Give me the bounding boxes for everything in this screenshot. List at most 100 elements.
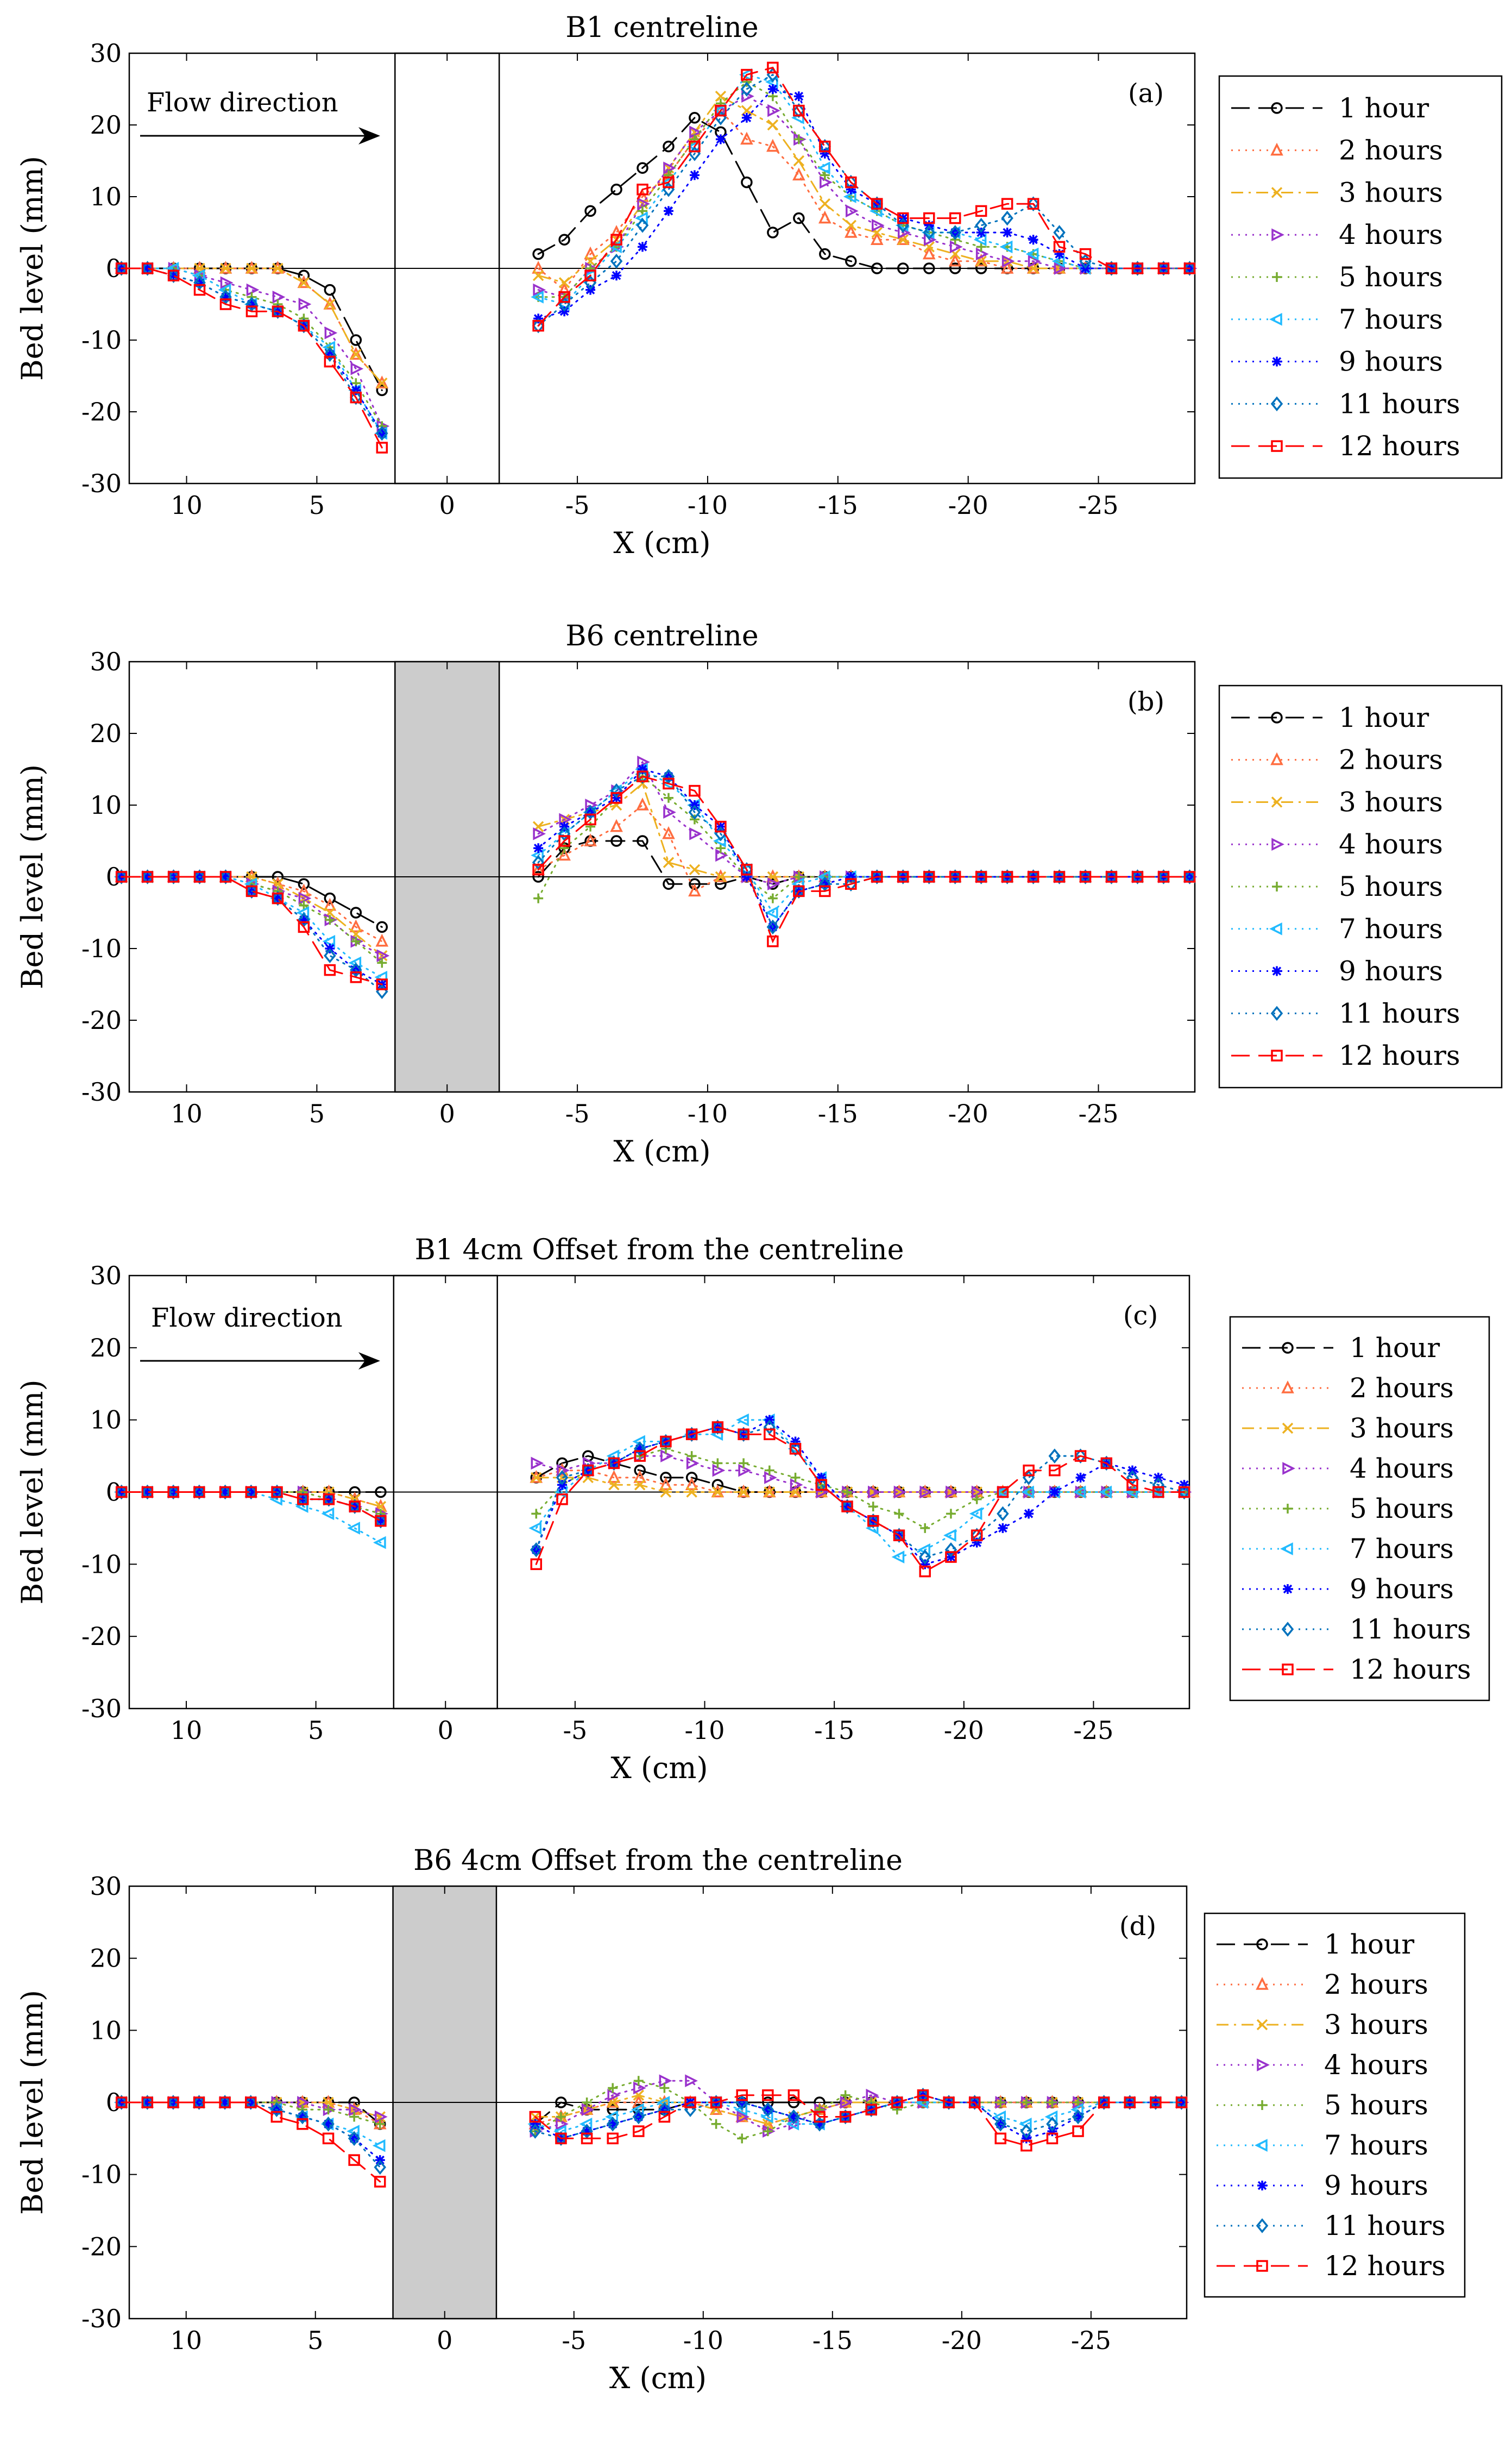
data-point xyxy=(741,176,753,189)
data-point xyxy=(532,261,545,274)
data-point xyxy=(764,1428,776,1440)
data-point xyxy=(740,81,753,97)
data-point xyxy=(633,2076,644,2086)
data-point xyxy=(968,2095,981,2110)
data-point xyxy=(141,262,154,274)
data-point xyxy=(663,176,675,189)
y-tick-label: -10 xyxy=(81,2160,122,2189)
data-point xyxy=(943,1529,956,1542)
data-point xyxy=(610,184,622,196)
data-point xyxy=(763,2126,773,2137)
data-point xyxy=(689,864,701,876)
data-point xyxy=(715,871,727,883)
series-line xyxy=(121,267,383,449)
data-point xyxy=(115,261,128,276)
data-point xyxy=(738,1428,749,1440)
x-tick-label: -20 xyxy=(948,1099,988,1128)
data-point xyxy=(244,2095,257,2110)
data-point xyxy=(897,262,909,274)
data-point xyxy=(142,1487,153,1497)
data-point xyxy=(115,1484,128,1500)
data-point xyxy=(324,326,338,340)
data-point xyxy=(1152,1477,1164,1492)
data-point xyxy=(530,1558,543,1571)
data-point xyxy=(585,263,596,273)
data-point xyxy=(612,271,622,281)
legend-marker xyxy=(1272,966,1282,976)
data-point xyxy=(997,1506,1009,1522)
data-point xyxy=(632,2109,645,2125)
data-point xyxy=(220,2098,230,2107)
data-point xyxy=(528,1522,542,1535)
legend-marker xyxy=(1269,922,1282,935)
data-point xyxy=(663,793,673,803)
data-point xyxy=(868,1502,878,1512)
series-line xyxy=(534,2101,1182,2132)
data-point xyxy=(788,2109,800,2125)
legend-marker xyxy=(1283,1584,1293,1594)
data-point xyxy=(1021,2098,1031,2107)
data-point xyxy=(845,176,857,189)
data-point xyxy=(556,2112,566,2122)
data-point xyxy=(531,1456,544,1470)
data-point xyxy=(168,872,179,882)
data-point xyxy=(350,962,362,978)
x-tick-label: 5 xyxy=(307,2326,323,2355)
x-tick-label: -25 xyxy=(1073,1716,1113,1745)
data-point xyxy=(322,2132,335,2145)
data-point xyxy=(637,184,648,196)
data-point xyxy=(373,1536,386,1549)
data-point xyxy=(659,1477,672,1490)
data-point xyxy=(840,2090,850,2100)
data-point xyxy=(1124,2095,1136,2110)
legend-box xyxy=(1218,75,1503,479)
data-point xyxy=(686,1486,697,1498)
data-point xyxy=(584,805,597,820)
x-tick-label: -10 xyxy=(683,2326,723,2355)
legend-marker xyxy=(1271,102,1283,114)
x-tick-label: 5 xyxy=(308,1716,324,1745)
legend-box xyxy=(1218,685,1503,1089)
data-point xyxy=(608,1479,620,1491)
data-point xyxy=(685,1428,698,1440)
data-point xyxy=(1079,248,1092,260)
data-point xyxy=(193,869,206,884)
y-tick-label: 20 xyxy=(90,1944,122,1973)
data-point xyxy=(558,835,570,847)
data-point xyxy=(975,871,987,883)
data-point xyxy=(1053,869,1066,884)
data-point xyxy=(324,284,336,296)
data-point xyxy=(975,262,987,274)
legend-label: 5 hours xyxy=(1339,871,1443,902)
legend-marker xyxy=(1256,2218,1269,2233)
data-point xyxy=(689,134,700,145)
data-point xyxy=(556,1470,569,1485)
y-tick-label: 10 xyxy=(90,790,122,820)
data-point xyxy=(608,2119,618,2129)
series-line xyxy=(537,803,1190,893)
series-line xyxy=(535,1426,1185,1573)
data-point xyxy=(530,1542,543,1558)
series-line xyxy=(534,2094,1182,2139)
data-point xyxy=(767,935,779,947)
data-point xyxy=(219,290,232,305)
data-point xyxy=(532,864,544,876)
data-point xyxy=(820,170,830,180)
data-point xyxy=(658,2111,671,2123)
series-line xyxy=(537,109,1190,291)
data-point xyxy=(558,234,570,246)
data-point xyxy=(349,919,363,933)
data-point xyxy=(532,871,544,883)
series-line xyxy=(537,775,1190,929)
data-point xyxy=(350,349,362,360)
data-point xyxy=(1053,241,1066,253)
data-point xyxy=(923,212,935,224)
data-point xyxy=(193,1486,205,1498)
legend: 1 hour 2 hours 3 hours 4 hours 5 hours 7 hour… xyxy=(1229,1316,1490,1701)
data-point xyxy=(299,900,309,910)
data-point xyxy=(737,1427,750,1442)
data-point xyxy=(1183,262,1196,274)
x-axis-label: X (cm) xyxy=(613,1134,710,1169)
data-point xyxy=(637,770,648,782)
legend-marker xyxy=(1281,1622,1294,1637)
